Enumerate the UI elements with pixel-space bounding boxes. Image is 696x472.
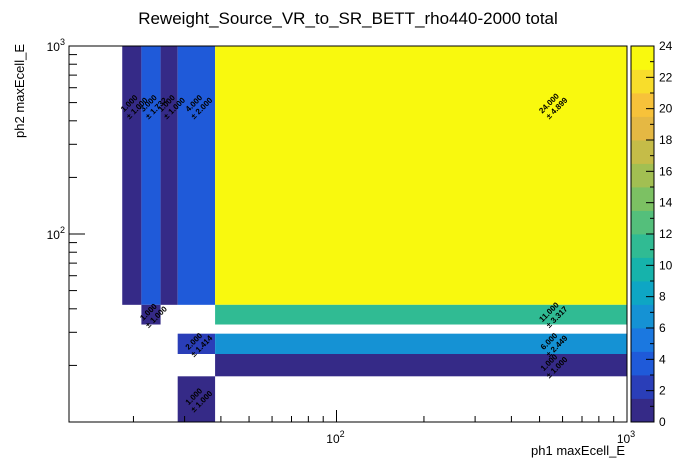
- colorbar-swatch: [631, 116, 654, 141]
- colorbar-swatch: [631, 234, 654, 258]
- colorbar-tick-label: 22: [659, 70, 673, 84]
- tick-base: 10: [617, 432, 631, 446]
- colorbar-swatch: [631, 210, 654, 235]
- heatmap-cell: [177, 333, 216, 354]
- tick-exponent: 2: [60, 225, 65, 235]
- x-tick-label: 103: [617, 429, 635, 446]
- colorbar-swatch: [631, 93, 654, 117]
- colorbar-tick-label: 12: [659, 227, 673, 241]
- colorbar-swatch: [631, 304, 654, 329]
- colorbar-swatch: [631, 375, 654, 399]
- x-tick-label: 102: [326, 429, 344, 446]
- heatmap-cell: [177, 46, 216, 305]
- colorbar-tick-label: 4: [659, 352, 666, 366]
- colorbar-tick-label: 0: [659, 415, 666, 429]
- y-tick-label: 102: [47, 225, 65, 242]
- heatmap-cells: [122, 46, 627, 422]
- heatmap-cell: [177, 376, 216, 422]
- colorbar-swatch: [631, 281, 654, 305]
- y-tick-label: 103: [47, 37, 65, 54]
- heatmap-cell: [215, 304, 627, 325]
- tick-exponent: 3: [630, 429, 635, 439]
- colorbar-tick-label: 2: [659, 384, 666, 398]
- heatmap-cell: [215, 353, 627, 377]
- colorbar-tick-label: 14: [659, 196, 673, 210]
- colorbar-swatch: [631, 69, 654, 94]
- heatmap-cell: [141, 46, 161, 305]
- x-axis-label: ph1 maxEcell_E: [531, 443, 625, 458]
- colorbar-swatch: [631, 328, 654, 352]
- colorbar-swatch: [631, 46, 654, 70]
- y-axis-label: ph2 maxEcell_E: [12, 44, 27, 138]
- colorbar-tick-label: 8: [659, 290, 666, 304]
- tick-base: 10: [47, 228, 61, 242]
- cell-label-group: 2.000± 1.414: [184, 331, 215, 359]
- colorbar-swatch: [631, 140, 654, 164]
- colorbar-swatch: [631, 257, 654, 282]
- colorbar-swatch: [631, 351, 654, 376]
- tick-base: 10: [326, 432, 340, 446]
- colorbar-tick-label: 20: [659, 102, 673, 116]
- tick-exponent: 2: [340, 429, 345, 439]
- colorbar-tick-label: 24: [659, 39, 673, 53]
- colorbar-swatch: [631, 398, 654, 423]
- heatmap-cell: [122, 46, 142, 305]
- heatmap-cell: [141, 304, 161, 325]
- colorbar-tick-label: 10: [659, 258, 673, 272]
- chart-title: Reweight_Source_VR_to_SR_BETT_rho440-200…: [138, 9, 558, 28]
- colorbar-tick-label: 18: [659, 133, 673, 147]
- tick-exponent: 3: [60, 37, 65, 47]
- colorbar-swatch: [631, 163, 654, 188]
- tick-base: 10: [47, 40, 61, 54]
- colorbar-tick-label: 16: [659, 164, 673, 178]
- colorbar-swatch: [631, 187, 654, 211]
- colorbar-tick-label: 6: [659, 321, 666, 335]
- heatmap-cell: [160, 46, 178, 305]
- heatmap-cell: [215, 46, 627, 305]
- heatmap-cell: [215, 333, 627, 354]
